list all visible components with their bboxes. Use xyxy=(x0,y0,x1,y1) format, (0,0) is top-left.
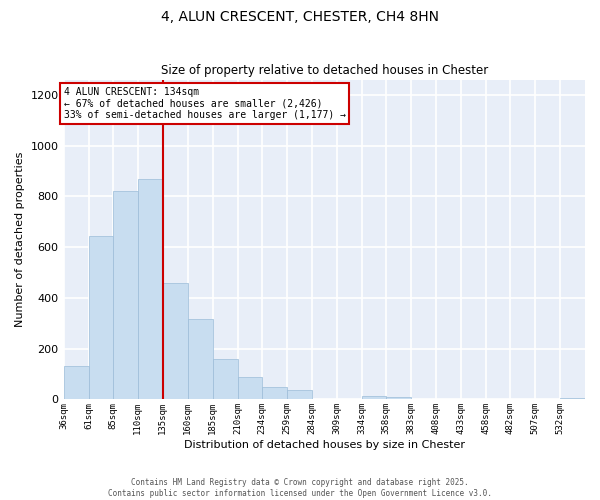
Bar xyxy=(188,320,212,400)
Bar xyxy=(64,366,89,400)
Bar xyxy=(287,390,312,400)
Title: Size of property relative to detached houses in Chester: Size of property relative to detached ho… xyxy=(161,64,488,77)
Text: Contains HM Land Registry data © Crown copyright and database right 2025.
Contai: Contains HM Land Registry data © Crown c… xyxy=(108,478,492,498)
Bar xyxy=(238,376,262,400)
Bar xyxy=(560,398,585,400)
Y-axis label: Number of detached properties: Number of detached properties xyxy=(15,152,25,327)
Bar xyxy=(386,397,411,400)
Bar xyxy=(262,387,287,400)
Text: 4, ALUN CRESCENT, CHESTER, CH4 8HN: 4, ALUN CRESCENT, CHESTER, CH4 8HN xyxy=(161,10,439,24)
Bar xyxy=(137,178,163,400)
Bar xyxy=(212,359,238,400)
Bar xyxy=(89,236,113,400)
Bar xyxy=(362,396,386,400)
Bar xyxy=(113,192,137,400)
Text: 4 ALUN CRESCENT: 134sqm
← 67% of detached houses are smaller (2,426)
33% of semi: 4 ALUN CRESCENT: 134sqm ← 67% of detache… xyxy=(64,87,346,120)
X-axis label: Distribution of detached houses by size in Chester: Distribution of detached houses by size … xyxy=(184,440,465,450)
Bar xyxy=(163,282,188,400)
